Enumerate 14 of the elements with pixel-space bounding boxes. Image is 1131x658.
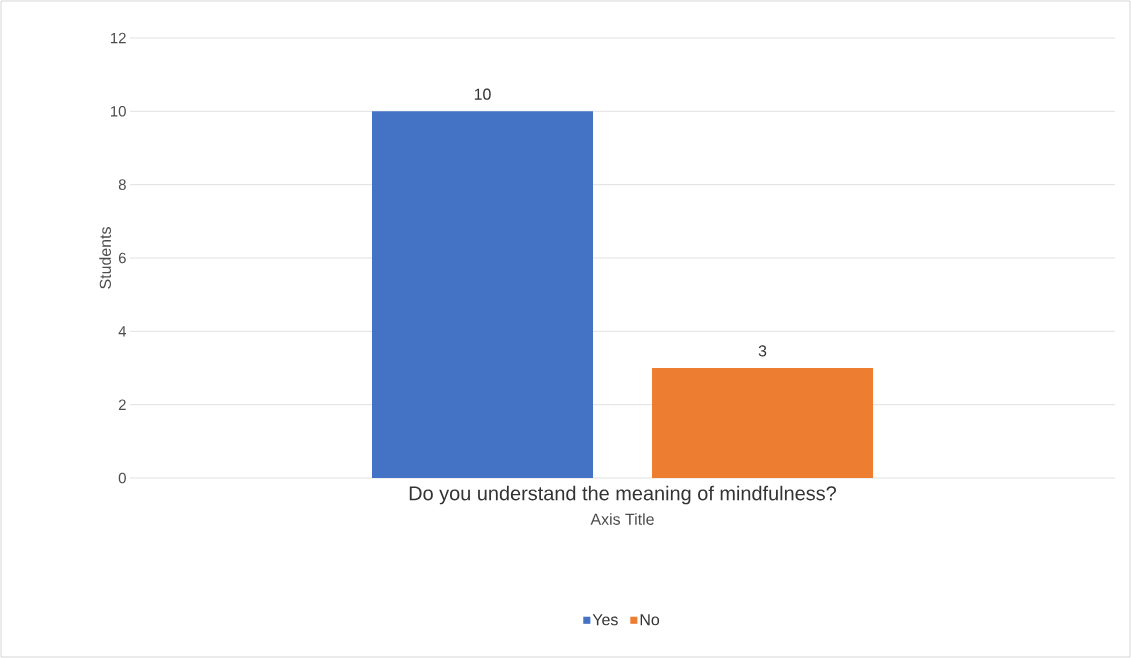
y-tick-label: 2 xyxy=(118,399,126,410)
x-tick-label: Do you understand the meaning of mindfulness? xyxy=(409,485,837,505)
legend-label: No xyxy=(640,614,660,626)
y-tick-label: 8 xyxy=(118,179,126,190)
data-label: 3 xyxy=(758,345,767,357)
x-axis-title: Axis Title xyxy=(590,513,654,525)
y-tick-label: 6 xyxy=(118,252,126,264)
y-tick-label: 12 xyxy=(111,32,126,44)
y-tick-label: 0 xyxy=(118,472,126,484)
data-label: 10 xyxy=(474,88,491,100)
y-tick-label: 4 xyxy=(118,326,127,337)
legend-label: Yes xyxy=(592,614,618,626)
y-tick-label: 10 xyxy=(111,106,126,117)
y-axis-title: Students xyxy=(99,227,111,289)
